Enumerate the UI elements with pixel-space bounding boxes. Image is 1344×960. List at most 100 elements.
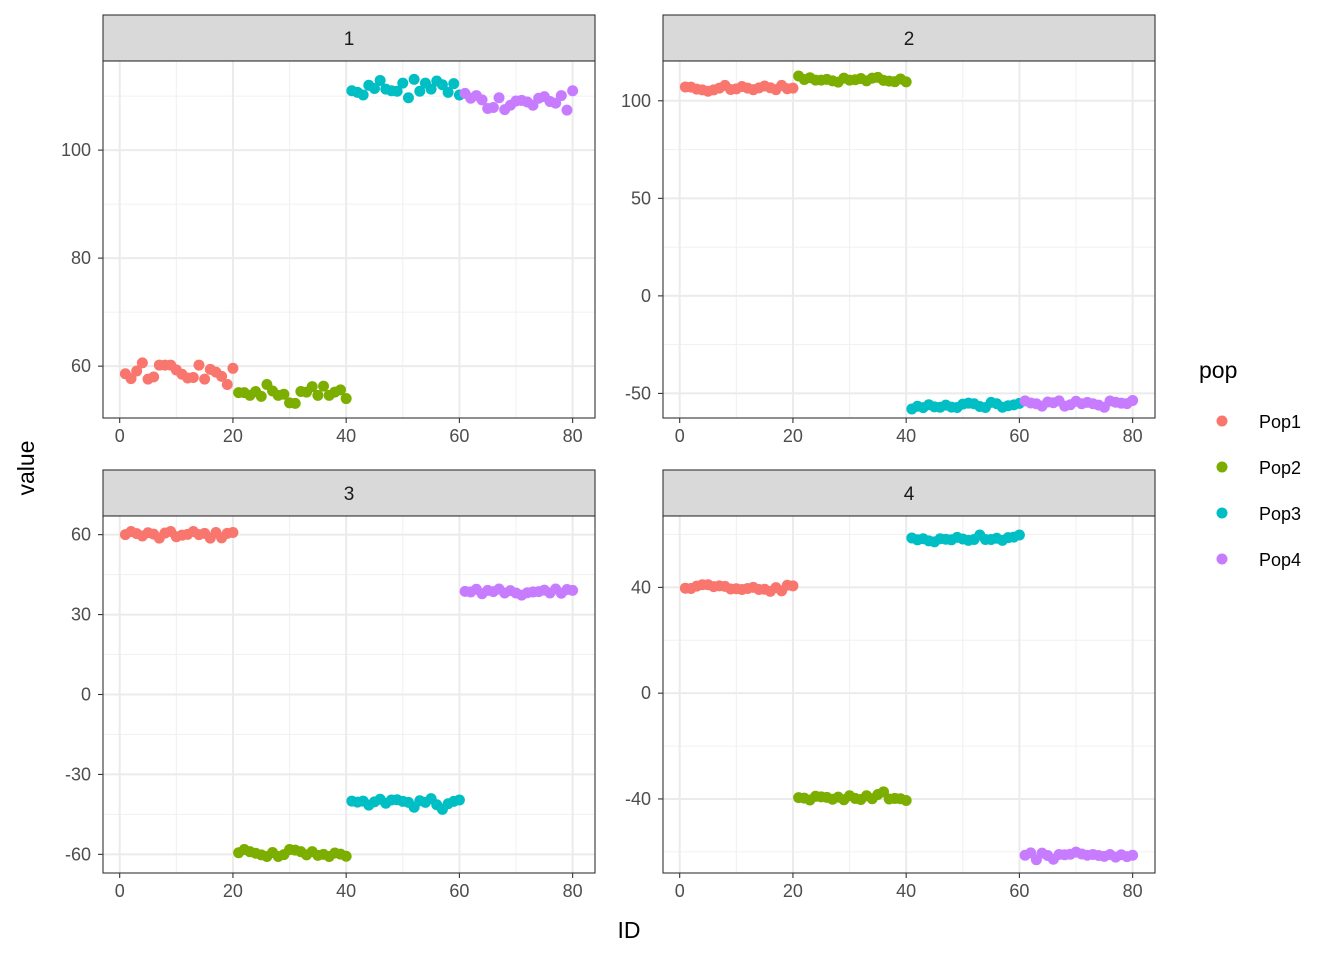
y-tick-label: 100: [621, 91, 651, 111]
y-tick-label: -30: [65, 764, 91, 784]
data-point: [136, 357, 148, 369]
x-tick-label: 0: [115, 881, 125, 901]
y-tick-label: 50: [631, 188, 651, 208]
y-tick-label: 0: [81, 685, 91, 705]
data-point: [227, 362, 239, 374]
data-point: [318, 380, 330, 392]
panel-background: [103, 61, 595, 418]
data-point: [787, 580, 799, 592]
facet-strip-label: 3: [344, 484, 355, 505]
data-point: [340, 850, 352, 862]
data-point: [900, 795, 912, 807]
data-point: [255, 390, 267, 402]
x-tick-label: 20: [783, 426, 803, 446]
data-point: [408, 73, 420, 85]
panel-background: [663, 516, 1155, 873]
x-tick-label: 40: [896, 881, 916, 901]
x-tick-label: 80: [1123, 426, 1143, 446]
data-point: [561, 104, 573, 116]
data-point: [374, 74, 386, 86]
series-Pop3: [906, 529, 1025, 548]
data-point: [402, 92, 414, 104]
x-tick-label: 0: [675, 426, 685, 446]
data-point: [368, 83, 380, 95]
series-Pop4: [1019, 394, 1139, 413]
facet-strip: [102, 14, 596, 62]
x-tick-label: 80: [1123, 881, 1143, 901]
data-point: [476, 94, 488, 106]
y-tick-label: -50: [625, 383, 651, 403]
facet-strip: [102, 469, 596, 517]
data-point: [306, 381, 318, 393]
data-point: [216, 370, 228, 382]
data-point: [227, 527, 239, 539]
x-tick-label: 80: [563, 881, 583, 901]
data-point: [357, 89, 369, 101]
x-tick-label: 0: [675, 881, 685, 901]
legend-key: [1216, 461, 1228, 473]
x-tick-label: 20: [783, 881, 803, 901]
x-tick-label: 40: [336, 426, 356, 446]
data-point: [199, 373, 211, 385]
data-point: [567, 85, 579, 97]
legend: pop Pop1 Pop2 Pop3 Pop4: [1199, 357, 1301, 570]
x-tick-label: 60: [449, 426, 469, 446]
data-point: [1127, 849, 1139, 861]
series-Pop3: [346, 73, 465, 104]
facet-strip-label: 4: [904, 484, 915, 505]
data-point: [493, 92, 505, 104]
legend-label: Pop1: [1259, 412, 1301, 432]
series-Pop1: [119, 525, 239, 544]
series-Pop3: [346, 793, 465, 815]
series-Pop4: [459, 85, 579, 116]
data-point: [550, 97, 562, 109]
legend-item-Pop3: Pop3: [1216, 504, 1301, 524]
data-point: [448, 78, 460, 90]
legend-label: Pop2: [1259, 458, 1301, 478]
data-point: [335, 384, 347, 396]
facet-strip-label: 1: [344, 29, 355, 50]
x-tick-label: 80: [563, 426, 583, 446]
panel-border: [102, 60, 596, 419]
data-point: [787, 82, 799, 94]
data-point: [397, 77, 409, 89]
series-Pop1: [679, 79, 799, 97]
x-tick-label: 40: [896, 426, 916, 446]
y-tick-label: 60: [71, 356, 91, 376]
legend-label: Pop3: [1259, 504, 1301, 524]
data-point: [487, 101, 499, 113]
data-point: [900, 76, 912, 88]
data-point: [442, 86, 454, 98]
panel-border: [662, 60, 1156, 419]
legend-item-Pop2: Pop2: [1216, 458, 1301, 478]
data-point: [278, 388, 290, 400]
y-tick-label: 0: [641, 286, 651, 306]
y-tick-label: 30: [71, 605, 91, 625]
legend-key: [1216, 553, 1228, 565]
series-Pop4: [459, 583, 579, 601]
legend-key: [1216, 507, 1228, 519]
panel-border: [662, 515, 1156, 874]
x-tick-label: 60: [1009, 881, 1029, 901]
legend-label: Pop4: [1259, 550, 1301, 570]
facet-panel-1: 1 0 20 40 60 80 60 80 100: [61, 14, 596, 446]
facet-strip: [662, 469, 1156, 517]
data-point: [221, 379, 233, 391]
x-tick-label: 40: [336, 881, 356, 901]
y-tick-label: 40: [631, 577, 651, 597]
data-point: [391, 85, 403, 97]
y-tick-label: -60: [65, 844, 91, 864]
series-Pop2: [233, 379, 352, 409]
data-point: [453, 794, 465, 806]
data-point: [193, 359, 205, 371]
panel-background: [663, 61, 1155, 418]
data-point: [131, 365, 143, 377]
facet-strip-label: 2: [904, 29, 915, 50]
data-point: [148, 371, 160, 383]
x-tick-label: 20: [223, 881, 243, 901]
y-tick-label: -40: [625, 789, 651, 809]
x-tick-label: 60: [449, 881, 469, 901]
